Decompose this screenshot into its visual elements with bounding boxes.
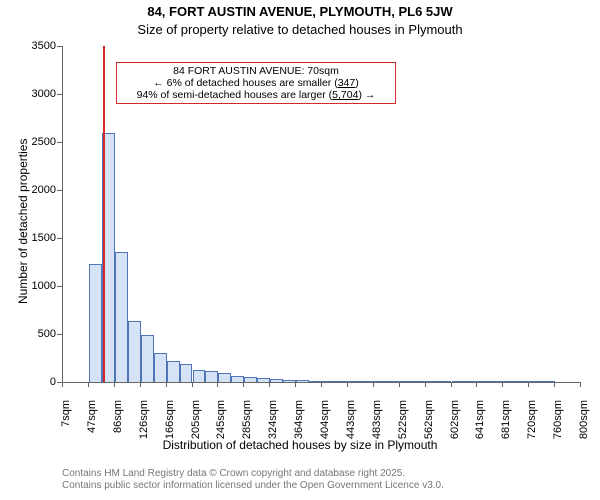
- x-tick-label: 522sqm: [397, 400, 409, 450]
- x-tick-mark: [192, 382, 193, 387]
- x-tick-label: 720sqm: [526, 400, 538, 450]
- y-tick-label: 1000: [20, 280, 56, 292]
- footer-line2: Contains public sector information licen…: [62, 480, 444, 492]
- histogram-bar: [115, 252, 128, 382]
- y-tick-label: 3000: [20, 88, 56, 100]
- annotation-line3: 94% of semi-detached houses are larger (…: [121, 89, 391, 101]
- x-tick-mark: [295, 382, 296, 387]
- y-tick-label: 2000: [20, 184, 56, 196]
- x-tick-label: 47sqm: [86, 400, 98, 450]
- x-tick-mark: [399, 382, 400, 387]
- histogram-bar: [348, 381, 361, 382]
- y-tick-mark: [57, 238, 62, 239]
- x-tick-mark: [243, 382, 244, 387]
- y-tick-label: 1500: [20, 232, 56, 244]
- y-tick-mark: [57, 334, 62, 335]
- x-tick-label: 205sqm: [190, 400, 202, 450]
- histogram-bar: [296, 380, 309, 382]
- x-tick-label: 800sqm: [578, 400, 590, 450]
- histogram-bar: [244, 377, 257, 382]
- histogram-bar: [270, 379, 283, 382]
- histogram-bar: [205, 371, 218, 382]
- x-tick-mark: [88, 382, 89, 387]
- x-tick-mark: [425, 382, 426, 387]
- x-tick-label: 86sqm: [112, 400, 124, 450]
- x-tick-mark: [62, 382, 63, 387]
- x-tick-mark: [528, 382, 529, 387]
- annotation-box: 84 FORT AUSTIN AVENUE: 70sqm ← 6% of det…: [116, 62, 396, 104]
- footer-text: Contains HM Land Registry data © Crown c…: [62, 468, 444, 492]
- x-tick-mark: [554, 382, 555, 387]
- chart-title-main: 84, FORT AUSTIN AVENUE, PLYMOUTH, PL6 5J…: [0, 4, 600, 19]
- x-tick-label: 245sqm: [215, 400, 227, 450]
- x-tick-label: 562sqm: [423, 400, 435, 450]
- histogram-bar: [193, 370, 206, 382]
- x-tick-mark: [269, 382, 270, 387]
- x-tick-mark: [580, 382, 581, 387]
- y-tick-label: 3500: [20, 40, 56, 52]
- histogram-bar: [426, 381, 439, 382]
- x-tick-label: 7sqm: [60, 400, 72, 450]
- y-tick-mark: [57, 190, 62, 191]
- reference-line: [103, 46, 105, 382]
- x-tick-label: 324sqm: [267, 400, 279, 450]
- x-tick-label: 483sqm: [371, 400, 383, 450]
- annotation-line1: 84 FORT AUSTIN AVENUE: 70sqm: [121, 65, 391, 77]
- histogram-bar: [503, 381, 516, 382]
- x-tick-mark: [217, 382, 218, 387]
- y-tick-label: 500: [20, 328, 56, 340]
- y-tick-label: 2500: [20, 136, 56, 148]
- histogram-bar: [400, 381, 413, 382]
- histogram-bar: [529, 381, 542, 382]
- x-tick-mark: [347, 382, 348, 387]
- x-tick-label: 404sqm: [319, 400, 331, 450]
- x-tick-mark: [502, 382, 503, 387]
- y-tick-mark: [57, 286, 62, 287]
- x-tick-label: 443sqm: [345, 400, 357, 450]
- histogram-bar: [452, 381, 465, 382]
- x-tick-mark: [140, 382, 141, 387]
- chart-container: 84, FORT AUSTIN AVENUE, PLYMOUTH, PL6 5J…: [0, 0, 600, 500]
- x-tick-label: 285sqm: [241, 400, 253, 450]
- y-tick-mark: [57, 94, 62, 95]
- x-tick-label: 602sqm: [449, 400, 461, 450]
- histogram-bar: [322, 381, 335, 382]
- x-tick-mark: [321, 382, 322, 387]
- x-tick-mark: [373, 382, 374, 387]
- x-tick-label: 760sqm: [552, 400, 564, 450]
- histogram-bar: [154, 353, 167, 382]
- y-tick-label: 0: [20, 376, 56, 388]
- histogram-bar: [374, 381, 387, 382]
- x-tick-label: 166sqm: [164, 400, 176, 450]
- chart-title-sub: Size of property relative to detached ho…: [0, 22, 600, 37]
- histogram-bar: [89, 264, 102, 382]
- x-tick-label: 126sqm: [138, 400, 150, 450]
- x-tick-label: 681sqm: [500, 400, 512, 450]
- y-tick-mark: [57, 46, 62, 47]
- footer-line1: Contains HM Land Registry data © Crown c…: [62, 468, 444, 480]
- x-tick-mark: [166, 382, 167, 387]
- x-tick-label: 641sqm: [474, 400, 486, 450]
- x-tick-mark: [451, 382, 452, 387]
- x-tick-mark: [476, 382, 477, 387]
- x-tick-mark: [114, 382, 115, 387]
- histogram-bar: [218, 373, 231, 382]
- histogram-bar: [180, 364, 193, 382]
- histogram-bar: [141, 335, 154, 382]
- x-tick-label: 364sqm: [293, 400, 305, 450]
- histogram-bar: [477, 381, 490, 382]
- histogram-bar: [167, 361, 180, 382]
- y-tick-mark: [57, 142, 62, 143]
- histogram-bar: [128, 321, 141, 382]
- annotation-line2: ← 6% of detached houses are smaller (347…: [121, 77, 391, 89]
